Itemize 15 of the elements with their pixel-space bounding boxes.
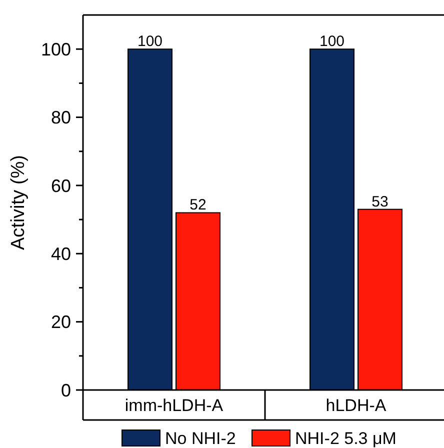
x-tick-label: imm-hLDH-A xyxy=(124,396,224,415)
data-label: 100 xyxy=(137,33,163,50)
y-tick-label: 40 xyxy=(50,244,71,264)
y-axis-title: Activity (%) xyxy=(8,155,29,250)
legend-label: NHI-2 5.3 μM xyxy=(295,428,396,448)
y-tick-label: 20 xyxy=(50,312,71,332)
legend-label: No NHI-2 xyxy=(165,428,236,448)
data-label: 100 xyxy=(319,33,345,50)
y-tick-label: 100 xyxy=(40,39,71,60)
data-label: 52 xyxy=(190,196,206,214)
data-label: 53 xyxy=(372,193,388,210)
x-tick-label: hLDH-A xyxy=(326,396,387,415)
y-tick-label: 60 xyxy=(50,176,71,196)
y-tick-label: 80 xyxy=(50,108,71,128)
y-tick-label: 0 xyxy=(60,380,71,400)
